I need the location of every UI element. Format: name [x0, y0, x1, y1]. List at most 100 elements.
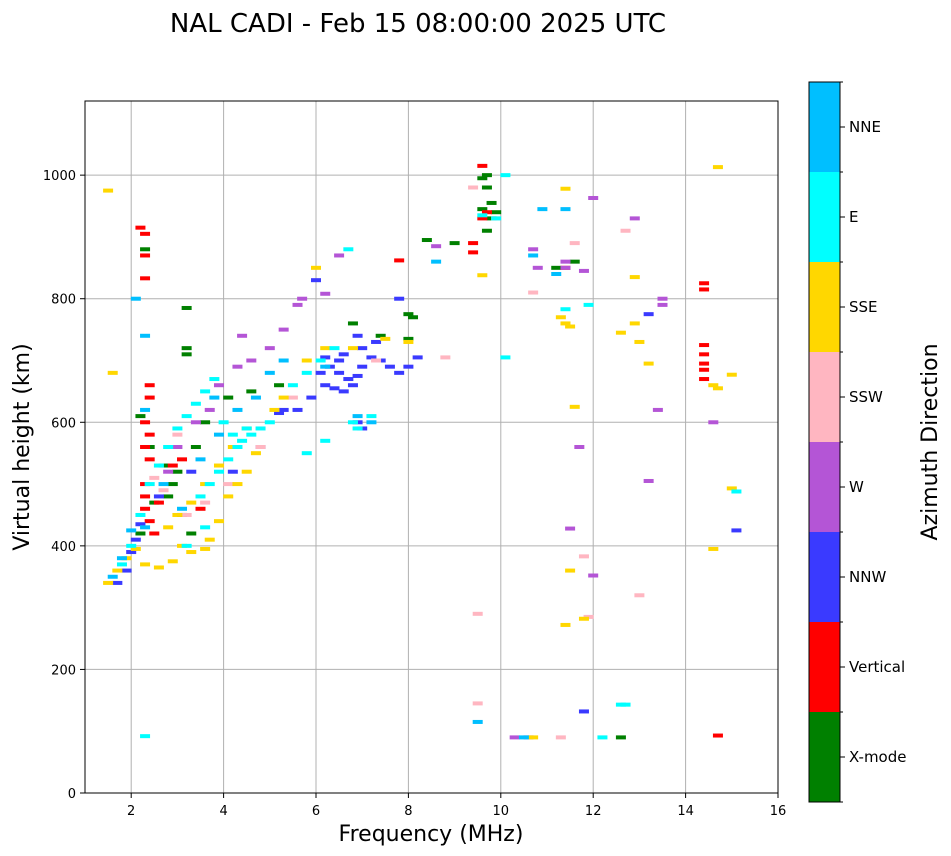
point-ssw	[149, 475, 160, 480]
point-nnw	[274, 411, 285, 416]
colorbar-swatch-x-mode	[809, 712, 840, 802]
point-nnw	[338, 352, 349, 357]
colorbar-label-ssw: SSW	[849, 388, 883, 406]
point-ssw	[468, 185, 479, 190]
point-nnw	[130, 537, 141, 542]
point-nne	[537, 207, 548, 212]
point-e	[232, 445, 243, 449]
point-nne	[320, 364, 331, 369]
point-nnw	[347, 383, 358, 388]
point-sse	[726, 372, 737, 377]
point-nnw	[394, 370, 405, 375]
point-ssw	[578, 554, 589, 559]
point-x-mode	[477, 176, 488, 181]
point-nne	[264, 370, 275, 375]
point-w	[560, 259, 571, 264]
point-sse	[629, 275, 640, 280]
point-nne	[352, 414, 363, 419]
colorbar-swatch-nnw	[809, 532, 840, 622]
point-vertical	[135, 225, 146, 230]
point-x-mode	[200, 420, 211, 425]
point-nnw	[643, 312, 654, 317]
point-e	[195, 494, 206, 499]
point-w	[237, 333, 248, 338]
point-nnw	[186, 469, 197, 474]
point-nne	[278, 358, 289, 363]
point-nnw	[366, 355, 377, 360]
point-nne	[366, 420, 377, 425]
point-sse	[140, 562, 151, 567]
point-w	[588, 196, 599, 201]
point-nnw	[334, 358, 345, 363]
point-sse	[555, 315, 566, 320]
point-vertical	[481, 210, 492, 215]
point-e	[320, 438, 331, 443]
y-tick-label: 600	[51, 416, 76, 431]
x-tick-label: 14	[677, 804, 694, 819]
point-nnw	[412, 355, 423, 360]
y-axis-label: Virtual height (km)	[10, 343, 35, 550]
point-sse	[560, 186, 571, 191]
point-e	[287, 383, 298, 388]
point-sse	[278, 395, 289, 400]
point-nne	[528, 253, 539, 258]
point-nne	[560, 207, 571, 212]
point-w	[532, 265, 543, 270]
point-vertical	[140, 445, 151, 449]
point-sse	[560, 321, 571, 326]
point-sse	[172, 512, 183, 517]
x-tick-label: 6	[312, 804, 320, 819]
point-x-mode	[172, 469, 183, 474]
point-ssw	[181, 512, 192, 517]
point-w	[708, 420, 719, 425]
point-w	[629, 216, 640, 221]
point-e	[209, 377, 220, 382]
point-sse	[528, 735, 539, 740]
y-tick-label: 200	[51, 663, 76, 678]
point-w	[578, 268, 589, 273]
point-nnw	[334, 370, 345, 375]
point-nnw	[306, 395, 317, 400]
point-e	[116, 562, 127, 567]
point-x-mode	[481, 185, 492, 190]
point-e	[352, 426, 363, 431]
point-w	[190, 420, 201, 425]
point-vertical	[468, 241, 479, 246]
colorbar-title: Azimuth Direction	[918, 343, 943, 540]
colorbar-label-x-mode: X-mode	[849, 748, 906, 766]
point-sse	[204, 537, 215, 542]
point-nne	[130, 296, 141, 301]
point-w	[246, 358, 257, 363]
point-nnw	[278, 407, 289, 412]
point-e	[477, 213, 488, 218]
point-x-mode	[135, 414, 146, 419]
point-e	[343, 247, 354, 252]
point-ssw	[255, 445, 266, 449]
point-w	[565, 526, 576, 531]
point-e	[491, 216, 502, 221]
point-nne	[195, 457, 206, 462]
point-e	[500, 173, 511, 178]
point-x-mode	[421, 238, 432, 243]
point-e	[223, 457, 234, 462]
point-nnw	[352, 373, 363, 378]
point-sse	[107, 370, 118, 375]
point-sse	[241, 469, 252, 474]
point-e	[181, 543, 192, 548]
point-e	[255, 426, 266, 431]
y-tick-label: 800	[51, 293, 76, 308]
point-nne	[209, 395, 220, 400]
point-e	[204, 482, 215, 487]
point-ssw	[440, 355, 451, 360]
point-vertical	[140, 506, 151, 511]
point-nne	[472, 719, 483, 724]
point-nnw	[121, 568, 132, 573]
point-nnw	[357, 364, 368, 369]
point-vertical	[144, 432, 155, 437]
point-sse	[708, 383, 719, 388]
point-sse	[213, 519, 224, 524]
point-nne	[232, 407, 243, 412]
point-w	[292, 302, 303, 307]
point-w	[643, 478, 654, 483]
